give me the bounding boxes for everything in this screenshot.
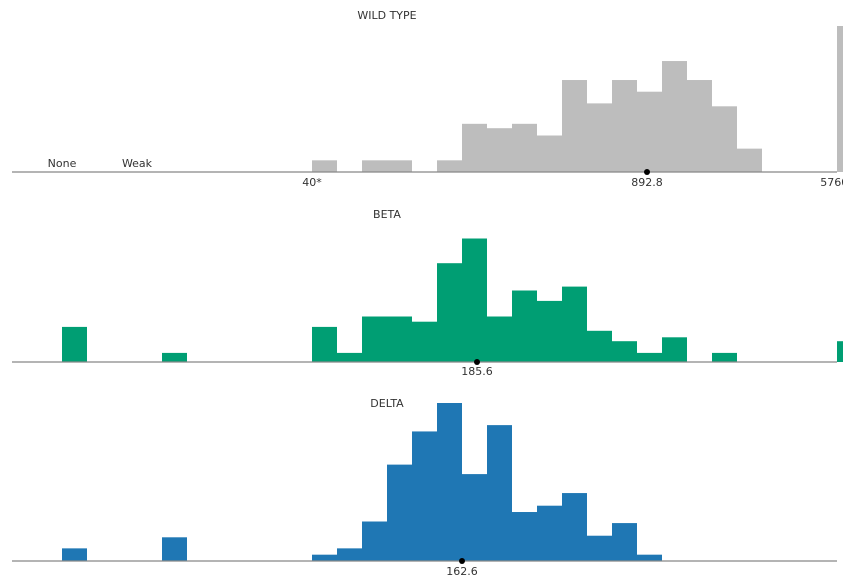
bar-panel1-bin1 (62, 326, 87, 362)
bar-panel0-bin28 (737, 148, 762, 172)
panel-title-2: DELTA (370, 397, 404, 410)
bar-panel1-bin18 (487, 316, 512, 362)
bar-panel0-bin19 (512, 123, 537, 172)
bar-panel1-bin15 (412, 321, 437, 362)
bar-panel2-bin14 (387, 464, 412, 561)
bar-panel2-bin17 (462, 474, 487, 561)
bar-panel1-bin24 (637, 352, 662, 362)
category-label-1: Weak (122, 157, 153, 170)
bar-panel2-bin18 (487, 425, 512, 561)
tick-label-1: 5760* (820, 176, 843, 189)
bar-panel0-bin23 (612, 80, 637, 172)
median-label-panel2: 162.6 (446, 565, 478, 578)
bar-panel0-bin20 (537, 135, 562, 172)
bar-panel0-bin32 (837, 26, 843, 172)
bar-panel1-bin27 (712, 352, 737, 362)
bar-panel0-bin25 (662, 61, 687, 172)
bar-panel2-bin23 (612, 523, 637, 561)
bar-panel2-bin1 (62, 548, 87, 561)
bar-panel2-bin24 (637, 554, 662, 561)
median-label-panel1: 185.6 (461, 365, 493, 378)
bar-panel2-bin13 (362, 521, 387, 561)
bar-panel1-bin14 (387, 316, 412, 362)
bar-panel2-bin11 (312, 554, 337, 561)
bar-panel0-bin11 (312, 160, 337, 172)
bar-panel0-bin18 (487, 128, 512, 172)
bar-panel0-bin24 (637, 91, 662, 172)
bar-panel0-bin21 (562, 80, 587, 172)
bar-panel1-bin17 (462, 238, 487, 362)
bar-panel0-bin17 (462, 123, 487, 172)
bar-panel1-bin32 (837, 341, 843, 362)
bar-panel1-bin11 (312, 326, 337, 362)
category-label-0: None (48, 157, 77, 170)
bar-panel0-bin26 (687, 80, 712, 172)
bar-panel1-bin25 (662, 337, 687, 362)
bar-panel2-bin16 (437, 403, 462, 561)
median-dot-panel2 (459, 558, 465, 564)
median-label-panel0: 892.8 (631, 176, 663, 189)
bar-panel2-bin22 (587, 535, 612, 561)
bar-panel1-bin21 (562, 286, 587, 362)
bar-panel0-bin22 (587, 103, 612, 172)
bar-panel2-bin5 (162, 537, 187, 561)
tick-label-0: 40* (302, 176, 322, 189)
bar-panel0-bin13 (362, 160, 387, 172)
bar-panel0-bin27 (712, 106, 737, 172)
bar-panel1-bin5 (162, 352, 187, 362)
bar-panel1-bin23 (612, 341, 637, 362)
bar-panel2-bin12 (337, 548, 362, 561)
bar-panel0-bin16 (437, 160, 462, 172)
panel-title-1: BETA (373, 208, 401, 221)
bar-panel1-bin22 (587, 330, 612, 362)
bar-panel1-bin13 (362, 316, 387, 362)
bar-panel2-bin21 (562, 493, 587, 561)
bar-panel1-bin16 (437, 263, 462, 362)
bar-panel0-bin14 (387, 160, 412, 172)
bar-panel1-bin12 (337, 352, 362, 362)
median-dot-panel1 (474, 359, 480, 365)
bar-panel1-bin20 (537, 300, 562, 362)
bar-panel2-bin19 (512, 512, 537, 561)
bar-panel1-bin19 (512, 290, 537, 362)
bar-panel2-bin15 (412, 431, 437, 561)
panel-title-0: WILD TYPE (357, 9, 416, 22)
median-dot-panel0 (644, 169, 650, 175)
bar-panel2-bin20 (537, 505, 562, 561)
